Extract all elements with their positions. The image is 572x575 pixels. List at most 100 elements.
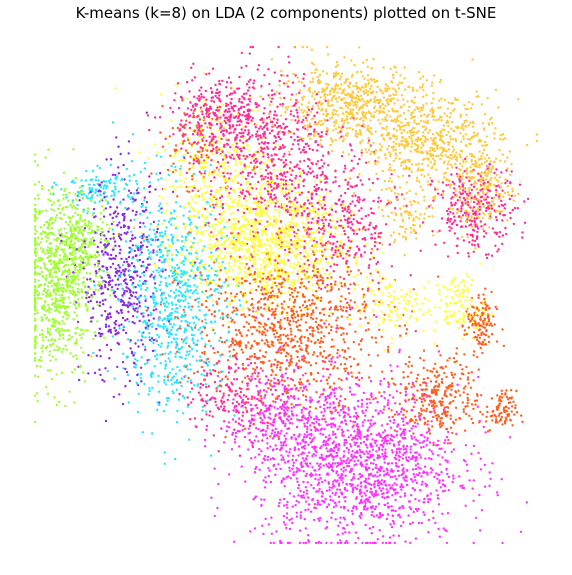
scatter-point-series-5 (482, 177, 485, 180)
scatter-point-series-3 (186, 128, 189, 131)
scatter-point-series-2 (225, 299, 228, 302)
scatter-point-series-3 (465, 312, 469, 315)
scatter-point-series-6 (449, 414, 452, 417)
scatter-point-series-5 (503, 160, 507, 163)
scatter-point-series-4 (283, 82, 286, 85)
scatter-point-series-7 (416, 422, 419, 425)
scatter-point-series-3 (170, 119, 173, 122)
scatter-point-series-4 (321, 172, 324, 176)
scatter-point-series-7 (349, 419, 352, 423)
scatter-point-series-7 (446, 472, 449, 476)
scatter-point-series-3 (289, 211, 292, 214)
scatter-point-series-2 (137, 392, 140, 396)
scatter-point-series-1 (113, 294, 117, 297)
scatter-point-series-1 (105, 158, 108, 161)
scatter-point-series-6 (307, 299, 311, 302)
scatter-point-series-4 (372, 199, 375, 203)
scatter-point-series-4 (205, 385, 208, 389)
scatter-point-series-5 (357, 95, 360, 98)
scatter-point-series-4 (510, 194, 513, 197)
scatter-point-series-2 (141, 332, 144, 335)
scatter-point-series-7 (347, 408, 350, 412)
scatter-point-series-3 (298, 171, 302, 174)
scatter-point-series-6 (512, 400, 515, 403)
scatter-point-series-3 (288, 220, 291, 223)
scatter-point-series-7 (304, 440, 308, 444)
scatter-point-series-0 (72, 318, 75, 321)
scatter-point-series-6 (308, 405, 312, 409)
scatter-point-series-4 (244, 157, 247, 161)
scatter-point-series-6 (304, 395, 308, 398)
scatter-point-series-1 (115, 310, 119, 313)
scatter-point-series-4 (364, 228, 367, 232)
scatter-point-series-2 (188, 350, 191, 353)
scatter-point-series-1 (98, 301, 102, 304)
scatter-point-series-7 (409, 448, 412, 451)
scatter-point-series-7 (410, 435, 413, 438)
scatter-point-series-1 (85, 296, 88, 300)
scatter-point-series-7 (275, 447, 279, 451)
scatter-point-series-7 (376, 471, 379, 474)
scatter-point-series-3 (234, 279, 237, 282)
scatter-point-series-3 (153, 143, 157, 146)
scatter-point-series-4 (317, 208, 320, 211)
scatter-point-series-2 (159, 280, 162, 284)
scatter-point-series-6 (210, 313, 214, 316)
scatter-point-series-3 (322, 201, 325, 205)
scatter-point-series-2 (186, 405, 190, 408)
scatter-point-series-6 (475, 399, 479, 402)
scatter-point-series-1 (128, 291, 132, 294)
scatter-point-series-4 (280, 206, 283, 209)
scatter-point-series-4 (288, 61, 291, 64)
scatter-point-series-7 (288, 518, 291, 522)
scatter-point-series-3 (232, 205, 235, 208)
scatter-point-series-4 (238, 394, 241, 398)
scatter-point-series-6 (461, 401, 464, 404)
scatter-point-series-7 (413, 401, 417, 404)
scatter-point-series-5 (451, 166, 454, 169)
scatter-point-series-6 (495, 340, 499, 343)
scatter-point-series-6 (478, 336, 481, 339)
scatter-point-series-0 (82, 371, 85, 374)
scatter-point-series-4 (419, 249, 422, 252)
scatter-point-series-7 (279, 441, 283, 444)
scatter-point-series-4 (255, 366, 259, 369)
scatter-point-series-7 (328, 406, 331, 409)
scatter-point-series-4 (319, 242, 323, 245)
scatter-point-series-1 (109, 331, 113, 334)
scatter-point-series-5 (476, 187, 479, 191)
scatter-point-series-7 (305, 489, 308, 492)
scatter-point-series-7 (285, 359, 289, 362)
scatter-point-series-7 (298, 529, 302, 532)
scatter-point-series-7 (488, 471, 491, 474)
scatter-point-series-2 (221, 260, 224, 264)
scatter-point-series-4 (191, 398, 195, 401)
scatter-point-series-2 (94, 179, 98, 182)
scatter-point-series-3 (273, 267, 277, 270)
scatter-point-series-2 (209, 344, 213, 348)
scatter-point-series-6 (303, 262, 306, 266)
scatter-point-series-2 (85, 169, 88, 173)
scatter-point-series-4 (231, 402, 234, 405)
scatter-point-series-5 (444, 171, 448, 175)
scatter-point-series-2 (192, 321, 196, 324)
scatter-point-series-0 (76, 225, 80, 229)
scatter-point-series-7 (295, 414, 298, 417)
scatter-point-series-2 (173, 381, 176, 384)
scatter-point-series-7 (203, 438, 207, 442)
scatter-point-series-7 (345, 377, 348, 380)
scatter-point-series-7 (304, 508, 307, 512)
scatter-point-series-6 (336, 316, 339, 319)
scatter-point-series-0 (47, 339, 50, 342)
scatter-point-series-4 (303, 209, 306, 213)
scatter-point-series-5 (458, 153, 461, 156)
scatter-point-series-1 (104, 207, 108, 210)
scatter-point-series-5 (481, 144, 484, 147)
scatter-point-series-7 (376, 493, 380, 496)
scatter-point-series-5 (399, 114, 402, 117)
scatter-point-series-6 (349, 283, 352, 286)
scatter-point-series-2 (193, 384, 196, 387)
scatter-point-series-4 (241, 101, 244, 104)
scatter-point-series-7 (393, 482, 396, 485)
scatter-point-series-1 (152, 220, 156, 224)
